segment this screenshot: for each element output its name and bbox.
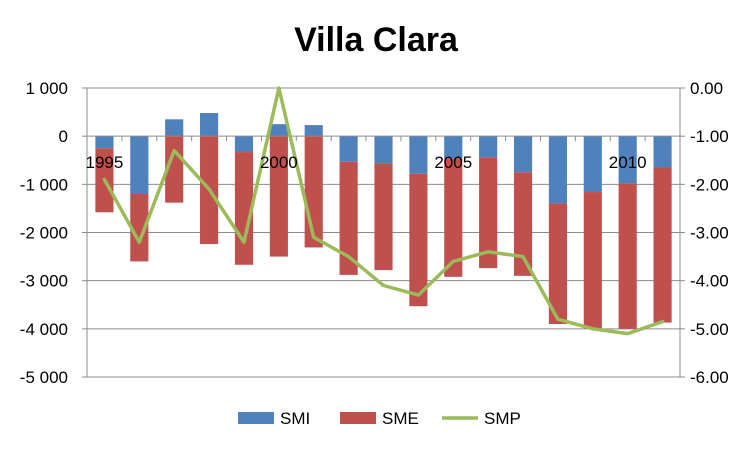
right-tick-label: 0.00 bbox=[690, 79, 723, 98]
bar-smi bbox=[618, 136, 637, 184]
left-tick-label: 0 bbox=[59, 127, 68, 146]
left-tick-label: -4 000 bbox=[20, 320, 68, 339]
right-tick-label: -1.00 bbox=[690, 127, 729, 146]
bar-sme bbox=[374, 163, 393, 271]
bar-sme bbox=[444, 158, 463, 277]
bar-smi bbox=[513, 136, 533, 173]
right-tick-label: -2.00 bbox=[690, 175, 729, 194]
left-tick-label: -3 000 bbox=[20, 272, 68, 291]
legend-label-sme: SME bbox=[382, 409, 419, 428]
bar-sme bbox=[653, 167, 672, 323]
right-tick-label: -3.00 bbox=[690, 224, 729, 243]
left-tick-label: -2 000 bbox=[20, 224, 68, 243]
x-tick-label: 1995 bbox=[86, 153, 124, 172]
bar-sme bbox=[339, 161, 358, 275]
bar-sme bbox=[583, 192, 602, 329]
x-tick-label: 2000 bbox=[260, 153, 298, 172]
bar-smi bbox=[95, 136, 114, 149]
bar-smi bbox=[409, 136, 428, 174]
left-tick-label: 1 000 bbox=[25, 79, 68, 98]
bar-smi bbox=[548, 136, 567, 204]
bar-smi bbox=[269, 124, 288, 137]
bar-sme bbox=[130, 193, 149, 262]
right-tick-label: -5.00 bbox=[690, 320, 729, 339]
legend-swatch-sme bbox=[340, 412, 376, 424]
bar-smi bbox=[479, 136, 498, 158]
x-tick-label: 2005 bbox=[434, 153, 472, 172]
legend-label-smi: SMI bbox=[280, 409, 310, 428]
series-line-smp bbox=[102, 86, 665, 336]
legend-label-smp: SMP bbox=[484, 409, 521, 428]
tick-labels: 1 000 0 -1 000 -2 000 -3 000 -4 000 -5 000 0.00… bbox=[20, 79, 729, 387]
bar-sme bbox=[513, 172, 533, 276]
left-tick-label: -5 000 bbox=[20, 368, 68, 387]
legend: SMI SME SMP bbox=[238, 409, 521, 428]
bar-sme bbox=[165, 136, 184, 203]
bar-smi bbox=[165, 119, 184, 137]
bar-smi bbox=[234, 136, 254, 153]
right-tick-label: -4.00 bbox=[690, 272, 729, 291]
bars bbox=[95, 113, 672, 329]
bar-smi bbox=[130, 136, 149, 194]
bar-sme bbox=[479, 157, 498, 269]
legend-swatch-smi bbox=[238, 412, 274, 424]
bar-smi bbox=[339, 136, 358, 162]
bar-smi bbox=[653, 136, 672, 168]
bar-smi bbox=[200, 113, 219, 137]
bar-smi bbox=[583, 136, 602, 193]
bar-sme bbox=[409, 173, 428, 307]
bar-smi bbox=[374, 136, 393, 164]
chart-title: Villa Clara bbox=[294, 21, 459, 59]
left-tick-label: -1 000 bbox=[20, 175, 68, 194]
bar-sme bbox=[618, 183, 637, 329]
bar-sme bbox=[548, 203, 567, 325]
x-tick-label: 2010 bbox=[609, 153, 647, 172]
smp-line-layer bbox=[102, 86, 665, 336]
axes bbox=[82, 87, 685, 378]
bar-smi bbox=[444, 136, 463, 159]
bar-smi bbox=[304, 125, 323, 137]
right-tick-label: -6.00 bbox=[690, 368, 729, 387]
bar-sme bbox=[269, 136, 288, 257]
